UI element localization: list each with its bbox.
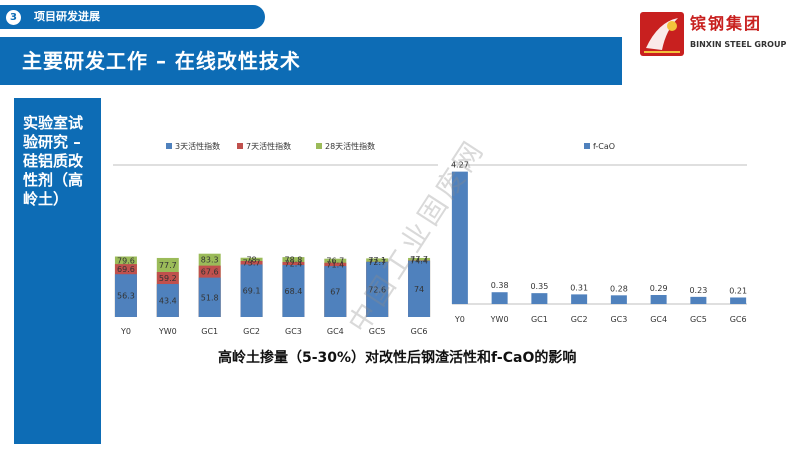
chart2-data-label: 4.27 (451, 161, 469, 170)
chart1-legend-label: 7天活性指数 (246, 141, 291, 151)
chart1-bar-1 (156, 284, 179, 317)
logo-name-en: BINXIN STEEL GROUP (690, 40, 787, 49)
chart1-legend-swatch (237, 143, 243, 149)
chart1-x-tick-label: GC4 (327, 327, 344, 336)
chart2-data-label: 0.29 (650, 284, 668, 293)
chart2-x-tick-label: GC2 (571, 315, 588, 324)
chart1-data-label: 78 (246, 255, 256, 264)
chart1-bar-1 (324, 266, 347, 317)
chart2-x-tick-label: GC3 (610, 315, 627, 324)
section-label: 项目研发进展 (34, 10, 100, 23)
chart1-data-label: 74.4 (410, 257, 428, 266)
chart2-bar (571, 294, 588, 304)
chart1-data-label: 73.7 (243, 259, 261, 268)
chart1-data-label: 69.1 (243, 287, 261, 296)
chart1-legend-label: 28天活性指数 (325, 141, 375, 151)
chart1-data-label: 59.2 (159, 274, 177, 283)
chart1-data-label: 67 (330, 288, 340, 297)
chart-caption: 高岭土掺量（5-30%）对改性后钢渣活性和f-CaO的影响 (218, 350, 577, 366)
chart1-data-label: 69.6 (117, 265, 135, 274)
chart1-x-tick-label: Y0 (120, 327, 131, 336)
chart2-bar (531, 293, 548, 304)
chart1-data-label: 68.4 (285, 287, 303, 296)
sidebar-text: 实验室试验研究 – 硅铝质改性剂（高岭土） (23, 114, 84, 208)
chart1-x-tick-label: GC6 (411, 327, 428, 336)
chart1-data-label: 76.7 (326, 257, 344, 266)
chart2-legend-label: f-CaO (593, 142, 615, 151)
chart1-legend-swatch (166, 143, 172, 149)
chart1-x-tick-label: GC3 (285, 327, 302, 336)
chart1-data-label: 77.7 (159, 261, 177, 270)
chart2-x-tick-label: GC1 (531, 315, 548, 324)
sidebar-box: 实验室试验研究 – 硅铝质改性剂（高岭土） (14, 98, 101, 444)
company-logo: 镔钢集团 BINXIN STEEL GROUP (640, 10, 790, 58)
chart1-legend-label: 3天活性指数 (175, 141, 220, 151)
chart1-x-tick-label: YW0 (158, 327, 177, 336)
chart1-data-label: 83.3 (201, 256, 219, 265)
chart2-bar (491, 292, 508, 304)
chart2-x-tick-label: GC4 (650, 315, 667, 324)
binxin-logo-icon (640, 12, 684, 56)
chart1-bar-1 (282, 265, 305, 317)
chart2-x-tick-label: YW0 (490, 315, 509, 324)
chart1-legend-swatch (316, 143, 322, 149)
chart1-bar-1 (114, 274, 137, 317)
chart1-data-label: 56.3 (117, 292, 135, 301)
chart1-data-label: 72.7 (368, 258, 386, 267)
chart1-bar-1 (240, 264, 263, 317)
chart2-bar (650, 295, 667, 304)
chart2-data-label: 0.28 (610, 284, 628, 293)
chart1-data-label: 77.1 (368, 256, 386, 265)
chart1-data-label: 51.8 (201, 293, 219, 302)
chart2-data-label: 0.21 (729, 286, 747, 295)
chart1-data-label: 77.7 (410, 255, 428, 264)
logo-name-cn: 镔钢集团 (690, 14, 763, 33)
chart2-bar (610, 295, 627, 304)
chart1-data-label: 72.4 (285, 259, 303, 268)
chart1-bar-1 (408, 260, 431, 317)
chart1-data-label: 72.6 (368, 285, 386, 294)
chart1-data-label: 78.8 (285, 256, 303, 265)
section-tab: 3 项目研发进展 (0, 5, 265, 29)
chart1-data-label: 79.6 (117, 256, 135, 265)
chart1-data-label: 43.4 (159, 297, 177, 306)
chart2-data-label: 0.23 (689, 286, 707, 295)
chart1-bar-1 (198, 277, 221, 317)
title-bar: 主要研发工作 – 在线改性技术 (0, 37, 622, 85)
chart2-x-tick-label: Y0 (454, 315, 465, 324)
slide-title: 主要研发工作 – 在线改性技术 (22, 49, 301, 73)
chart1-x-tick-label: GC5 (369, 327, 386, 336)
chart2-x-tick-label: GC6 (730, 315, 747, 324)
chart1-x-tick-label: GC2 (243, 327, 260, 336)
chart1-x-tick-label: GC1 (201, 327, 218, 336)
chart2-x-tick-label: GC5 (690, 315, 707, 324)
chart1-data-label: 74 (414, 285, 424, 294)
chart1-data-label: 71.4 (326, 260, 344, 269)
chart1-data-label: 67.6 (201, 268, 219, 277)
chart2-bar (690, 296, 707, 304)
chart2-bar (451, 171, 468, 304)
chart2-data-label: 0.31 (570, 283, 588, 292)
chart2-bar (730, 297, 747, 304)
chart2-data-label: 0.35 (530, 282, 548, 291)
chart2-legend-swatch (584, 143, 590, 149)
chart2-data-label: 0.38 (491, 281, 509, 290)
section-number-badge: 3 (6, 10, 21, 25)
chart1-bar-1 (366, 261, 389, 317)
